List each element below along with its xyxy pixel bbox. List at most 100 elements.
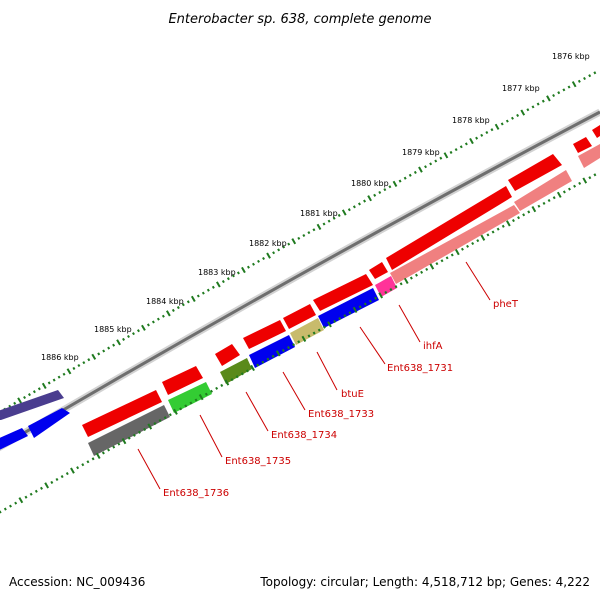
- inner-scale-tick: [184, 404, 188, 408]
- outer-scale-tick: [464, 142, 468, 146]
- outer-scale-tick: [266, 252, 271, 259]
- outer-scale-tick: [176, 306, 180, 310]
- inner-scale-tick: [425, 267, 429, 271]
- outer-scale-tick: [151, 320, 155, 324]
- outer-scale-tick: [127, 334, 130, 339]
- outer-scale-tick: [552, 93, 556, 98]
- kbp-label-1886: 1886 kbp: [41, 353, 79, 362]
- gene-right-rev[interactable]: [578, 144, 600, 168]
- outer-scale-tick: [388, 185, 392, 189]
- outer-scale-tick: [211, 285, 215, 289]
- outer-scale-tick: [562, 88, 566, 92]
- inner-scale-tick: [491, 230, 495, 234]
- outer-scale-tick: [27, 393, 31, 397]
- genome-summary-text: Topology: circular; Length: 4,518,712 bp…: [259, 575, 590, 589]
- outer-scale-tick: [102, 349, 106, 353]
- gene-phet-fwd[interactable]: [386, 186, 512, 270]
- gene-ent638-1733-rev[interactable]: [249, 335, 295, 368]
- gene-ihfa-rev[interactable]: [375, 276, 397, 297]
- outer-scale-tick: [567, 85, 571, 89]
- outer-scale-tick: [171, 308, 175, 312]
- inner-scale-tick: [121, 438, 127, 445]
- outer-scale-tick: [41, 382, 47, 389]
- inner-scale-tick: [471, 241, 475, 246]
- inner-scale-tick: [480, 234, 486, 241]
- gene-ent638-1736-fwd[interactable]: [82, 390, 162, 437]
- inner-scale-tick: [562, 190, 566, 194]
- inner-scale-tick: [338, 316, 342, 321]
- gene-phes-fwd[interactable]: [508, 154, 562, 191]
- outer-scale-tick: [424, 165, 427, 169]
- kbp-label-1879: 1879 kbp: [402, 148, 440, 157]
- outer-scale-tick: [475, 136, 479, 140]
- label-ent638-1735: Ent638_1735: [225, 456, 291, 467]
- outer-scale-tick: [47, 381, 51, 385]
- inner-scale-tick: [568, 187, 571, 191]
- gene-ent638-1733-fwd[interactable]: [243, 320, 286, 349]
- outer-scale-tick: [116, 339, 121, 346]
- inner-scale-tick: [24, 495, 28, 499]
- inner-scale-tick: [0, 510, 2, 514]
- gene-block-blue-left-2[interactable]: [28, 408, 70, 438]
- gene-ent638-1734-fwd[interactable]: [215, 344, 240, 366]
- inner-scale-tick: [230, 378, 234, 382]
- outer-scale-tick: [327, 219, 331, 223]
- gene-btue-fwd[interactable]: [283, 304, 316, 329]
- inner-scale-tick: [455, 249, 460, 256]
- outer-scale-tick: [511, 116, 514, 120]
- accession-text: Accession: NC_009436: [9, 575, 145, 589]
- outer-scale-tick: [398, 179, 402, 183]
- inner-scale-tick: [466, 244, 470, 248]
- inner-scale-tick: [158, 419, 162, 423]
- inner-scale-tick: [531, 205, 537, 213]
- gene-btue-rev[interactable]: [290, 318, 324, 345]
- outer-scale-tick: [358, 202, 361, 206]
- inner-scale-tick: [582, 177, 588, 184]
- outer-scale-tick: [186, 300, 190, 304]
- inner-scale-tick: [542, 201, 546, 205]
- inner-scale-tick: [384, 290, 388, 295]
- inner-scale-tick: [578, 181, 582, 185]
- gene-ent638-1731-rev[interactable]: [318, 288, 379, 328]
- gene-ent638-1731-fwd[interactable]: [313, 274, 373, 311]
- inner-scale-tick: [333, 319, 337, 323]
- gene-ent638-1736-rev[interactable]: [88, 405, 170, 456]
- outer-scale-tick: [316, 223, 322, 230]
- inner-scale-tick: [14, 501, 18, 505]
- outer-scale-tick: [418, 166, 423, 173]
- outer-scale-tick: [337, 213, 341, 217]
- outer-scale-tick: [231, 274, 235, 278]
- outer-scale-tick: [332, 216, 336, 220]
- outer-scale-tick: [413, 170, 417, 174]
- gene-phet-rev[interactable]: [390, 205, 520, 284]
- gene-ent638-1734-rev[interactable]: [220, 358, 252, 384]
- outer-scale-tick: [252, 262, 255, 266]
- gene-block-blue-left[interactable]: [0, 428, 28, 452]
- gene-ihfa-fwd[interactable]: [369, 262, 388, 279]
- inner-scale-tick: [107, 448, 111, 452]
- outer-scale-tick: [107, 346, 111, 350]
- inner-scale-tick: [240, 372, 244, 376]
- gene-right-fwd-2[interactable]: [592, 125, 600, 138]
- gene-phes-rev[interactable]: [514, 170, 572, 211]
- inner-scale-tick: [3, 507, 7, 511]
- inner-scale-tick: [220, 383, 224, 388]
- outer-scale-tick: [307, 231, 311, 235]
- outer-scale-tick: [505, 119, 509, 123]
- gene-ent638-1735-fwd[interactable]: [162, 366, 203, 395]
- gene-ent638-1735-rev[interactable]: [168, 382, 212, 413]
- map-title: Enterobacter sp. 638, complete genome: [168, 12, 431, 27]
- inner-scale-tick: [91, 457, 95, 461]
- gene-right-fwd-1[interactable]: [573, 137, 592, 153]
- inner-scale-tick: [322, 325, 326, 329]
- gene-block-purple[interactable]: [0, 390, 64, 420]
- outer-scale-tick: [97, 352, 101, 356]
- inner-scale-tick: [394, 285, 398, 289]
- kbp-label-1878: 1878 kbp: [452, 116, 490, 125]
- inner-scale-tick: [440, 259, 444, 263]
- inner-scale-tick: [460, 247, 464, 251]
- outer-scale-tick: [226, 277, 230, 281]
- outer-scale-track: [0, 71, 597, 414]
- inner-scale-tick: [363, 302, 367, 306]
- inner-scale-tick: [235, 375, 239, 379]
